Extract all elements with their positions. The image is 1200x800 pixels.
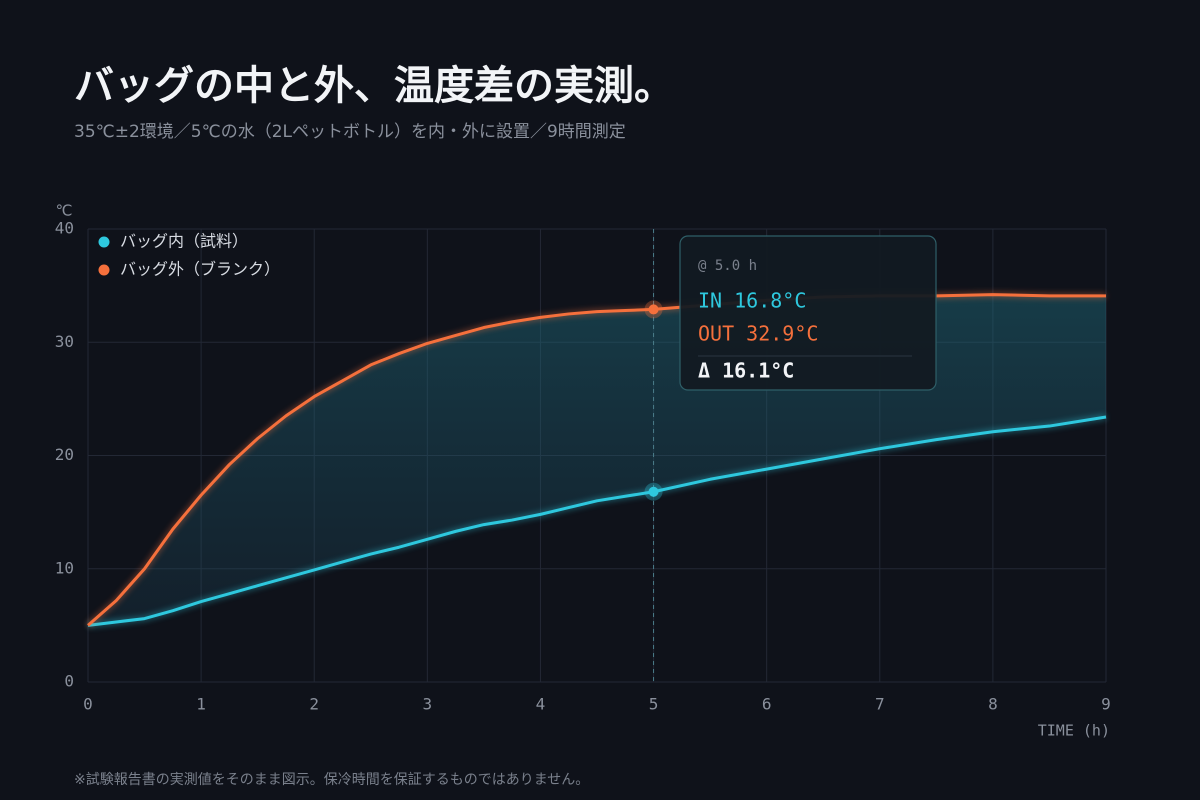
x-tick-label: 9 [1101, 695, 1111, 714]
x-tick-label: 0 [83, 695, 93, 714]
y-axis-label: ℃ [56, 202, 73, 220]
legend-label: バッグ外（ブランク） [120, 260, 280, 279]
tooltip-box [679, 235, 937, 391]
x-tick-label: 5 [649, 695, 659, 714]
x-axis-label: TIME (h) [1038, 722, 1110, 740]
y-tick-label: 40 [55, 219, 74, 238]
x-tick-label: 1 [196, 695, 206, 714]
y-tick-label: 30 [55, 332, 74, 351]
tooltip-inside: IN 16.8°C [698, 289, 806, 313]
highlight-point [648, 486, 659, 497]
legend-marker [98, 264, 110, 276]
legend-label: バッグ内（試料） [120, 232, 248, 251]
footnote: ※試験報告書の実測値をそのまま図示。保冷時間を保証するものではありません。 [74, 772, 589, 788]
legend-marker [98, 236, 110, 248]
x-tick-label: 3 [423, 695, 433, 714]
tooltip-delta: Δ 16.1°C [698, 359, 794, 383]
tooltip-time: @ 5.0 h [698, 258, 757, 274]
y-tick-label: 20 [55, 445, 74, 464]
tooltip: @ 5.0 h IN 16.8°C OUT 32.9°C Δ 16.1°C [679, 235, 937, 391]
chart-subtitle: 35℃±2環境／5℃の水（2Lペットボトル）を内・外に設置／9時間測定 [74, 122, 626, 142]
line [87, 415, 1107, 627]
highlight-point [648, 304, 659, 315]
y-tick-label: 0 [64, 672, 74, 691]
y-tick-label: 10 [55, 558, 74, 577]
chart-title: バッグの中と外、温度差の実測。 [74, 63, 674, 109]
x-tick-label: 2 [309, 695, 319, 714]
x-tick-label: 6 [762, 695, 772, 714]
x-tick-label: 8 [988, 695, 998, 714]
tooltip-outside: OUT 32.9°C [698, 322, 818, 346]
x-tick-label: 7 [875, 695, 885, 714]
x-tick-label: 4 [536, 695, 546, 714]
